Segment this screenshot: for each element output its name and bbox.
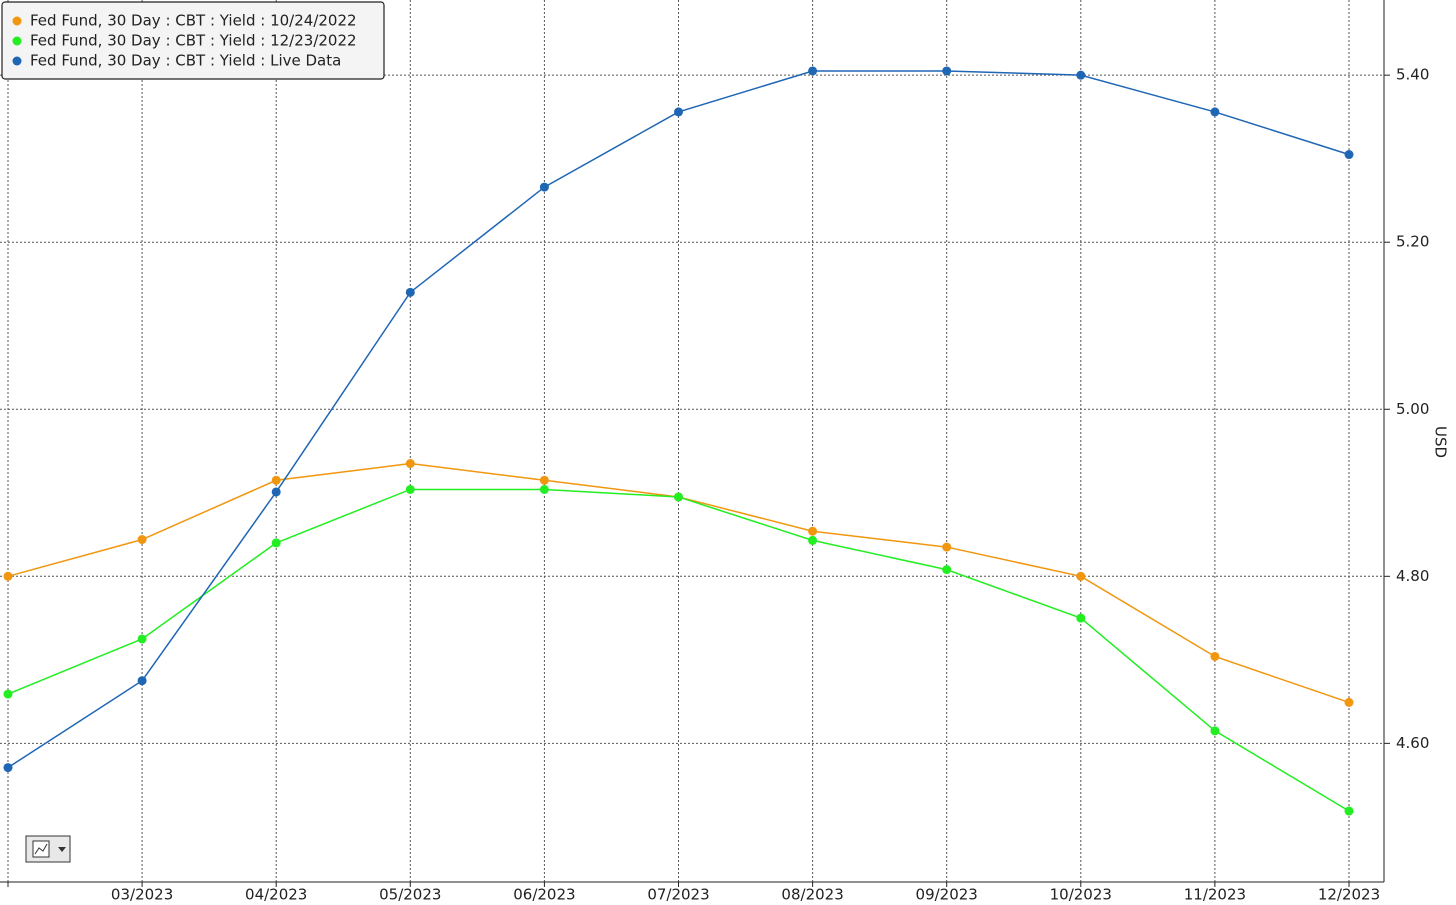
data-point [1344,806,1354,816]
data-point [539,182,549,192]
legend-box [1,1,385,80]
data-point [1344,697,1354,707]
data-point [674,492,683,502]
x-tick-label: 11/2023 [1184,886,1246,904]
data-point [271,487,281,497]
x-tick-label: 07/2023 [647,886,709,904]
data-point [1210,107,1220,117]
data-point [137,634,147,644]
data-point [808,526,818,536]
legend-label: Fed Fund, 30 Day : CBT : Yield : 10/24/2… [30,12,357,30]
data-point [1076,70,1086,80]
x-tick-label: 05/2023 [379,886,441,904]
x-tick-label: 06/2023 [513,886,575,904]
x-tick-label: 03/2023 [111,886,173,904]
data-point [3,763,13,773]
data-point [808,66,818,76]
legend-marker [12,16,22,26]
data-point [271,475,281,485]
data-point [137,535,147,545]
button-caret[interactable] [58,847,66,852]
legend: Fed Fund, 30 Day : CBT : Yield : 10/24/2… [1,1,385,80]
x-tick-label: 10/2023 [1050,886,1112,904]
button-icon[interactable] [34,843,48,855]
legend-label: Fed Fund, 30 Day : CBT : Yield : 12/23/2… [30,32,357,50]
data-point [1076,613,1086,623]
series-line [7,70,1350,769]
x-tick-label: 12/2023 [1318,886,1380,904]
data-point [271,538,281,548]
data-point [137,676,147,686]
data-point [1076,571,1086,581]
data-point [539,475,549,485]
y-tick-label: 5.40 [1396,66,1429,84]
data-point [942,542,952,552]
y-axis-label: USD [1432,426,1450,458]
data-point [405,459,415,469]
y-tick-label: 5.20 [1396,233,1429,251]
legend-label: Fed Fund, 30 Day : CBT : Yield : Live Da… [30,52,341,70]
legend-marker [12,36,22,46]
chart-type-button[interactable] [25,835,71,863]
x-tick-label: 04/2023 [245,886,307,904]
y-tick-label: 5.00 [1396,400,1429,418]
x-tick-label: 08/2023 [781,886,843,904]
data-point [405,287,415,297]
data-point [942,565,952,575]
y-tick-label: 4.60 [1396,734,1429,752]
data-point [1344,150,1354,160]
data-point [1210,726,1220,736]
data-point [674,107,683,117]
data-point [1210,651,1220,661]
data-point [3,689,13,699]
data-point [3,571,13,581]
y-tick-label: 4.80 [1396,567,1429,585]
legend-marker [12,56,22,66]
data-point [539,484,549,494]
data-point [942,66,952,76]
data-point [405,484,415,494]
data-point [808,535,818,545]
x-tick-label: 09/2023 [916,886,978,904]
